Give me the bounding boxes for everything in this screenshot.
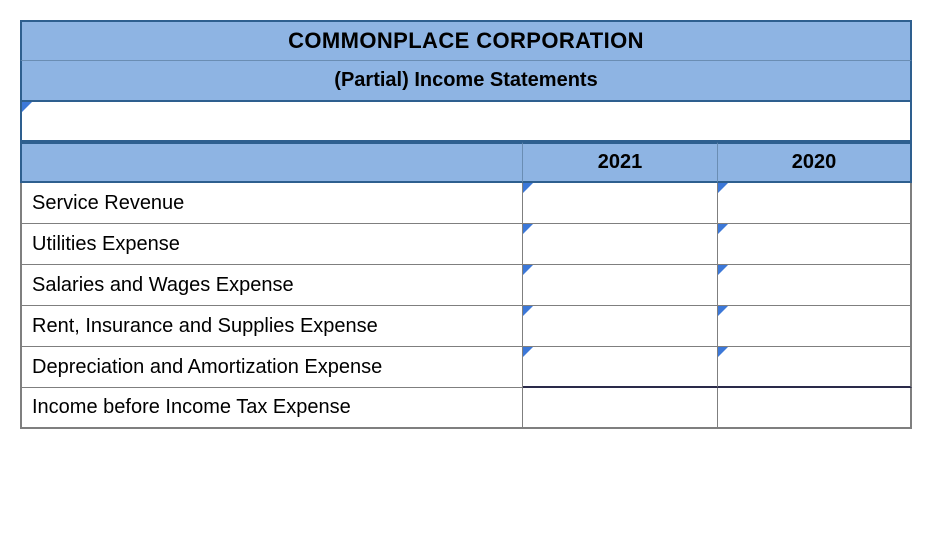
- year-col-2: 2020: [718, 142, 912, 183]
- row-label: Depreciation and Amortization Expense: [20, 347, 523, 388]
- comment-marker-icon: [718, 306, 728, 316]
- value-cell-2020[interactable]: [718, 265, 912, 306]
- table-row: Salaries and Wages Expense: [20, 265, 912, 306]
- value-cell-2021[interactable]: [523, 224, 718, 265]
- comment-marker-icon: [718, 224, 728, 234]
- year-col-1: 2021: [523, 142, 718, 183]
- table-row: Income before Income Tax Expense: [20, 388, 912, 429]
- value-cell-2020[interactable]: [718, 306, 912, 347]
- income-statement-table: COMMONPLACE CORPORATION (Partial) Income…: [20, 20, 912, 429]
- value-cell-2020[interactable]: [718, 224, 912, 265]
- value-cell-2021[interactable]: [523, 306, 718, 347]
- subtitle-row: (Partial) Income Statements: [20, 61, 912, 102]
- spacer-row: [20, 102, 912, 142]
- comment-marker-icon: [22, 102, 32, 112]
- comment-marker-icon: [523, 347, 533, 357]
- comment-marker-icon: [523, 183, 533, 193]
- table-row: Rent, Insurance and Supplies Expense: [20, 306, 912, 347]
- table-row: Service Revenue: [20, 183, 912, 224]
- comment-marker-icon: [523, 306, 533, 316]
- table-row: Depreciation and Amortization Expense: [20, 347, 912, 388]
- value-cell-2021[interactable]: [523, 265, 718, 306]
- title-row: COMMONPLACE CORPORATION: [20, 20, 912, 61]
- comment-marker-icon: [718, 183, 728, 193]
- comment-marker-icon: [523, 224, 533, 234]
- value-cell-2021[interactable]: [523, 388, 718, 429]
- comment-marker-icon: [718, 265, 728, 275]
- row-label: Rent, Insurance and Supplies Expense: [20, 306, 523, 347]
- row-label: Income before Income Tax Expense: [20, 388, 523, 429]
- row-label: Service Revenue: [20, 183, 523, 224]
- row-label: Salaries and Wages Expense: [20, 265, 523, 306]
- value-cell-2020[interactable]: [718, 347, 912, 388]
- year-header-lead: [20, 142, 523, 183]
- value-cell-2020[interactable]: [718, 388, 912, 429]
- spacer-cell[interactable]: [20, 102, 912, 142]
- value-cell-2020[interactable]: [718, 183, 912, 224]
- table: COMMONPLACE CORPORATION (Partial) Income…: [20, 20, 912, 429]
- value-cell-2021[interactable]: [523, 183, 718, 224]
- year-header-row: 2021 2020: [20, 142, 912, 183]
- statement-subtitle: (Partial) Income Statements: [20, 61, 912, 102]
- row-label: Utilities Expense: [20, 224, 523, 265]
- table-row: Utilities Expense: [20, 224, 912, 265]
- comment-marker-icon: [523, 265, 533, 275]
- comment-marker-icon: [718, 347, 728, 357]
- value-cell-2021[interactable]: [523, 347, 718, 388]
- company-title: COMMONPLACE CORPORATION: [20, 20, 912, 61]
